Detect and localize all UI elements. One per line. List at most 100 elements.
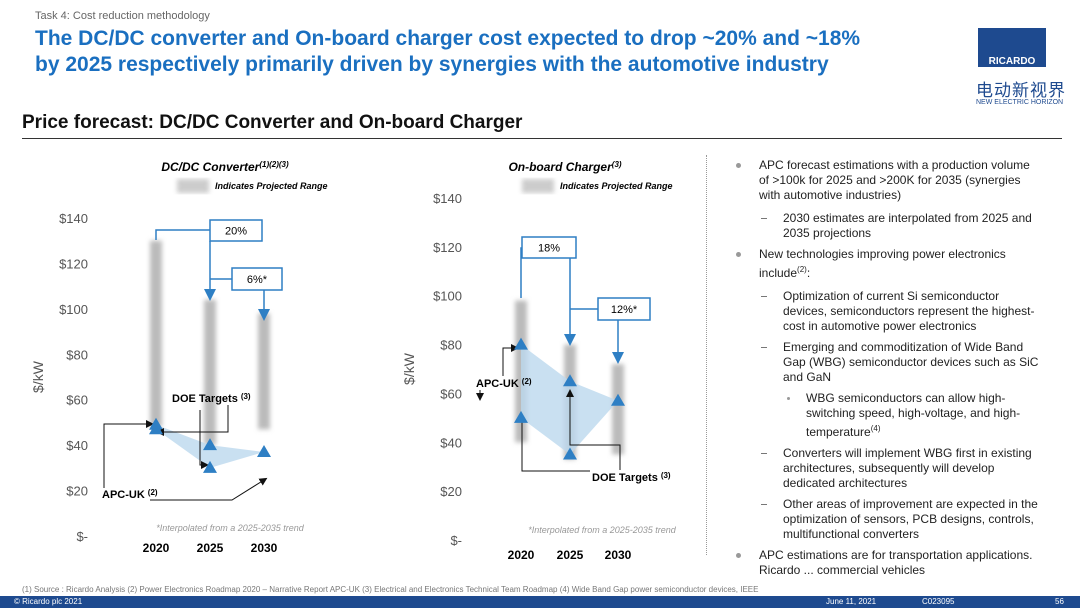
bullet-list: APC forecast estimations with a producti… <box>735 158 1040 586</box>
triangle-marker <box>514 410 528 423</box>
bullet-item: New technologies improving power electro… <box>735 247 1040 281</box>
copyright: © Ricardo plc 2021 <box>14 597 83 606</box>
bullet-item: Optimization of current Si semiconductor… <box>735 289 1040 334</box>
bullet-item: Other areas of improvement are expected … <box>735 497 1040 542</box>
annotation-box <box>521 236 577 259</box>
y-tick-label: $120 <box>59 256 88 271</box>
y-tick-label: $- <box>76 529 88 544</box>
bullet-text: 2030 estimates are interpolated from 202… <box>783 211 1032 240</box>
doc-code: C023095 <box>922 597 955 606</box>
series-label: APC-UK (2) <box>476 377 532 390</box>
connector <box>518 414 590 472</box>
bullet-text: APC forecast estimations with a producti… <box>759 158 1030 202</box>
chart-title: On-board Charger(3) <box>508 160 621 174</box>
bullet-item: 2030 estimates are interpolated from 202… <box>735 211 1040 241</box>
footer-bar <box>0 596 1080 608</box>
annotation-box <box>231 267 283 291</box>
bullet-item: Emerging and commoditization of Wide Ban… <box>735 340 1040 385</box>
title-line: by 2025 respectively primarily driven by… <box>35 53 829 76</box>
projected-range <box>258 313 270 430</box>
title-line: The DC/DC converter and On-board charger… <box>35 27 861 50</box>
annotation-box <box>209 219 263 242</box>
x-tick-label: 2030 <box>605 548 632 562</box>
series-ref: (2) <box>522 377 532 386</box>
y-tick-label: $60 <box>66 393 88 408</box>
triangle-marker <box>563 447 577 460</box>
triangle-marker <box>514 337 528 350</box>
y-tick-label: $100 <box>433 289 462 304</box>
logo-en: NEW ELECTRIC HORIZON <box>976 99 1064 106</box>
triangle-marker <box>563 374 577 387</box>
annotation-label: 18% <box>538 243 560 255</box>
annotation-box <box>597 297 651 321</box>
bullet-item: WBG semiconductors can allow high-switch… <box>735 391 1040 440</box>
connector <box>150 477 268 501</box>
series-name: DOE Targets <box>172 393 238 405</box>
connector <box>199 410 209 469</box>
connector <box>156 405 229 436</box>
y-tick-label: $- <box>450 533 462 548</box>
section-title: Price forecast: DC/DC Converter and On-b… <box>22 112 523 133</box>
connector <box>502 344 519 376</box>
legend-swatch <box>177 179 209 193</box>
triangle-marker <box>611 393 625 406</box>
page-number: 56 <box>1055 597 1064 606</box>
series-label: DOE Targets (3) <box>592 471 671 484</box>
x-tick-label: 2030 <box>251 541 278 555</box>
y-tick-label: $60 <box>440 386 462 401</box>
connector <box>103 420 154 488</box>
bullet-text: Other areas of improvement are expected … <box>783 497 1038 541</box>
bullet-text: WBG semiconductors can allow high-switch… <box>806 391 1021 439</box>
y-tick-label: $40 <box>66 438 88 453</box>
legend-swatch <box>522 179 554 193</box>
triangle-marker <box>149 422 163 435</box>
y-tick-label: $80 <box>440 338 462 353</box>
x-tick-label: 2020 <box>508 548 535 562</box>
triangle-marker <box>203 460 217 473</box>
note: *Interpolated from a 2025-2035 trend <box>156 523 305 533</box>
bullet-text: Converters will implement WBG first in e… <box>783 446 1032 490</box>
projected-range <box>612 364 624 455</box>
bullet-tail: : <box>806 266 811 280</box>
divider <box>22 138 1062 139</box>
footnote: (1) Source : Ricardo Analysis (2) Power … <box>22 585 759 594</box>
date: June 11, 2021 <box>826 597 877 606</box>
series-name: APC-UK <box>476 378 519 390</box>
y-tick-label: $140 <box>433 191 462 206</box>
projected-range <box>204 299 216 446</box>
connector <box>566 389 621 470</box>
x-tick-label: 2025 <box>197 541 224 555</box>
triangle-marker <box>203 438 217 451</box>
series-ref: (2) <box>148 488 158 497</box>
y-axis-label: $/kW <box>401 352 417 385</box>
y-axis-label: $/kW <box>30 360 46 393</box>
series-ref: (3) <box>241 392 251 401</box>
bullet-text: Emerging and commoditization of Wide Ban… <box>783 340 1039 384</box>
legend-label: Indicates Projected Range <box>215 181 328 191</box>
y-tick-label: $120 <box>433 240 462 255</box>
title-refs: (3) <box>612 160 622 169</box>
triangle-marker <box>257 444 271 457</box>
y-tick-label: $140 <box>59 211 88 226</box>
title-text: On-board Charger <box>508 160 613 174</box>
bullet-item: APC forecast estimations with a producti… <box>735 158 1040 203</box>
bullet-ref: (4) <box>870 424 881 433</box>
bullet-text: APC estimations are for transportation a… <box>759 548 1033 577</box>
y-tick-label: $80 <box>66 347 88 362</box>
logo-brand: RICARDO <box>978 56 1046 67</box>
y-tick-label: $20 <box>440 484 462 499</box>
series-label: APC-UK (2) <box>102 488 158 501</box>
bullet-text: New technologies improving power electro… <box>759 247 1006 280</box>
annotation-label: 12%* <box>611 304 638 316</box>
chart-title: DC/DC Converter(1)(2)(3) <box>161 160 289 174</box>
bullet-text: Optimization of current Si semiconductor… <box>783 289 1035 333</box>
y-tick-label: $20 <box>66 484 88 499</box>
annotation-label: 6%* <box>247 274 268 286</box>
bullet-ref: (2) <box>797 265 807 274</box>
series-name: DOE Targets <box>592 472 658 484</box>
slide-title: The DC/DC converter and On-board charger… <box>35 26 860 78</box>
y-tick-label: $40 <box>440 435 462 450</box>
annotation-label: 20% <box>225 226 247 238</box>
bullet-item: APC estimations are for transportation a… <box>735 548 1040 578</box>
